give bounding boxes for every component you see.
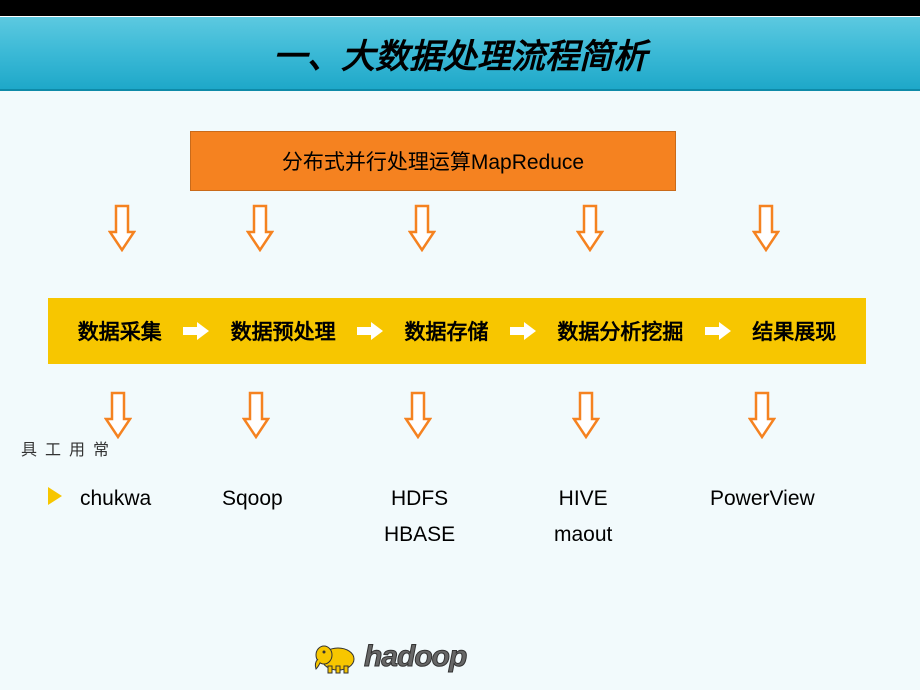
process-steps-box: 数据采集 数据预处理 数据存储 数据分析挖掘 结果展现 [48,298,866,364]
process-step: 数据预处理 [231,316,336,346]
top-black-bar [0,0,920,17]
right-arrow-icon [508,320,538,342]
mapreduce-box: 分布式并行处理运算MapReduce [190,131,676,191]
down-arrow-icon [752,204,780,252]
down-arrow-icon [104,391,132,439]
process-step: 数据采集 [78,316,162,346]
right-arrow-icon [355,320,385,342]
right-arrow-icon [703,320,733,342]
down-arrow-icon [242,391,270,439]
process-step: 结果展现 [752,316,836,346]
side-marker-icon [48,487,62,505]
process-step: 数据存储 [404,316,488,346]
side-label: 常用工具 [14,441,110,469]
tool-label: PowerView [710,481,815,517]
down-arrow-icon [108,204,136,252]
down-arrow-icon [748,391,776,439]
mapreduce-label: 分布式并行处理运算MapReduce [282,146,584,176]
elephant-icon [310,639,358,675]
tool-label: HDFSHBASE [384,481,455,552]
process-step: 数据分析挖掘 [557,316,683,346]
hadoop-logo-text: hadoop [364,640,466,674]
right-arrow-icon [181,320,211,342]
down-arrow-icon [576,204,604,252]
down-arrow-icon [572,391,600,439]
down-arrow-icon [408,204,436,252]
tool-label: chukwa [80,481,151,517]
tool-label: Sqoop [222,481,283,517]
hadoop-logo: hadoop [310,639,466,675]
tool-label: HIVEmaout [554,481,612,552]
down-arrow-icon [246,204,274,252]
page-title: 一、大数据处理流程简析 [273,29,647,78]
title-bar: 一、大数据处理流程简析 [0,17,920,91]
down-arrow-icon [404,391,432,439]
